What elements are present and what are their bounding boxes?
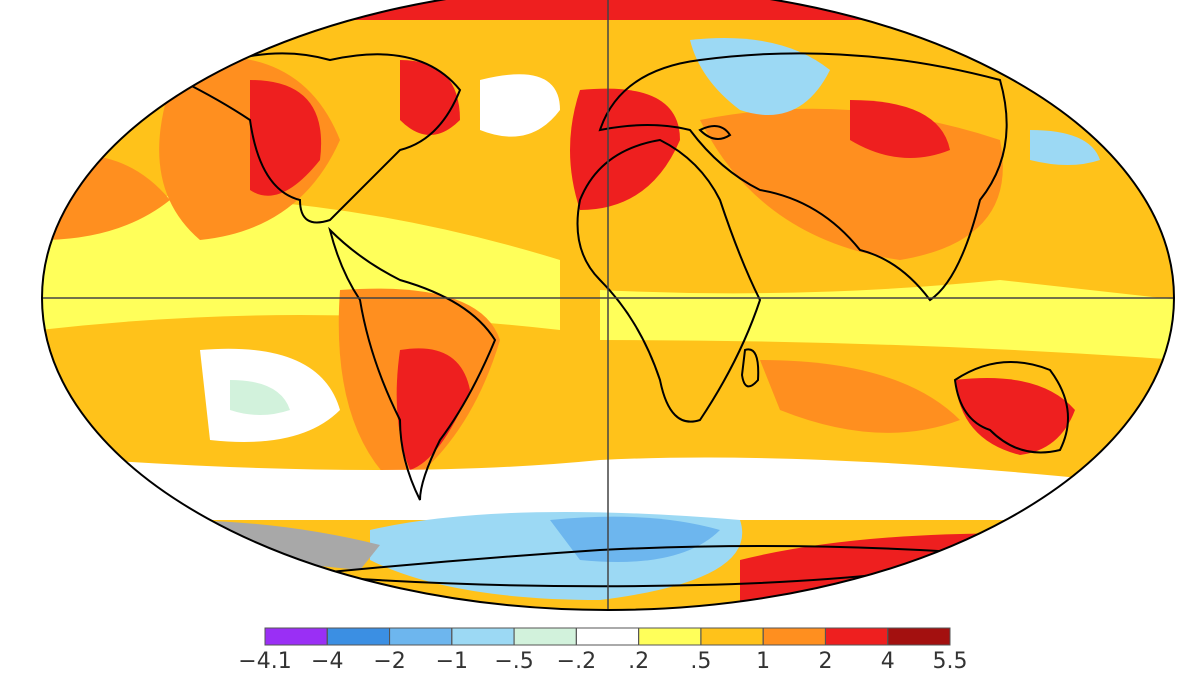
colorbar-swatch xyxy=(575,627,640,646)
colorbar-swatch xyxy=(824,627,889,646)
colorbar-swatch xyxy=(762,627,826,646)
colorbar-label: −.5 xyxy=(494,649,533,674)
colorbar-label: 1 xyxy=(756,649,770,674)
colorbar-label: −.2 xyxy=(557,649,596,674)
colorbar-label: .5 xyxy=(690,649,711,674)
colorbar-label: −4 xyxy=(311,649,343,674)
colorbar-swatch xyxy=(326,627,391,646)
colorbar-label: −1 xyxy=(436,649,468,674)
colorbar-label: −2 xyxy=(373,649,405,674)
colorbar-swatch xyxy=(887,627,951,646)
colorbar-swatch xyxy=(264,627,328,646)
colorbar-swatch xyxy=(389,627,453,646)
map-border xyxy=(41,0,1175,611)
colorbar-label: −4.1 xyxy=(238,649,291,674)
colorbar: −4.1 −4 −2 −1 −.5 −.2 .2 .5 1 2 4 5.5 xyxy=(238,627,968,674)
colorbar-label: 4 xyxy=(881,649,895,674)
colorbar-swatch xyxy=(700,627,764,646)
colorbar-label: .2 xyxy=(628,649,649,674)
colorbar-swatch xyxy=(513,627,577,646)
colorbar-swatch xyxy=(451,627,515,646)
colorbar-label: 5.5 xyxy=(933,649,968,674)
colorbar-swatch xyxy=(638,627,702,646)
colorbar-label: 2 xyxy=(818,649,832,674)
